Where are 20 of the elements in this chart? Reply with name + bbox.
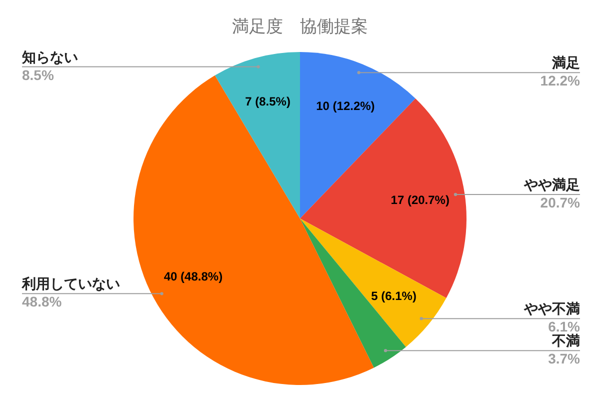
text: 6.1%	[548, 318, 581, 335]
text: 8.5%	[22, 66, 54, 83]
slice-label: 利用していない	[21, 276, 120, 292]
pie-slice	[214, 52, 300, 218]
text: 48.8%	[22, 294, 62, 310]
text: 3.7%	[548, 350, 581, 367]
data-label: 40 (48.8%)	[164, 270, 223, 284]
slice-label: やや満足	[523, 176, 580, 192]
text: 12.2%	[540, 72, 581, 89]
data-label: 5 (6.1%)	[371, 288, 416, 303]
text: 20.7%	[540, 194, 581, 210]
slice-label: やや不満	[523, 300, 580, 317]
pie-slice	[300, 218, 446, 347]
chart-title: 満足度 協働提案	[232, 17, 368, 36]
data-label: 10 (12.2%)	[316, 98, 375, 113]
slice-label: 満足	[551, 54, 580, 71]
slice-label: 不満	[551, 332, 580, 349]
data-label: 7 (8.5%)	[245, 94, 290, 108]
data-label: 17 (20.7%)	[390, 192, 450, 207]
slice-label: 知らない	[21, 48, 78, 65]
